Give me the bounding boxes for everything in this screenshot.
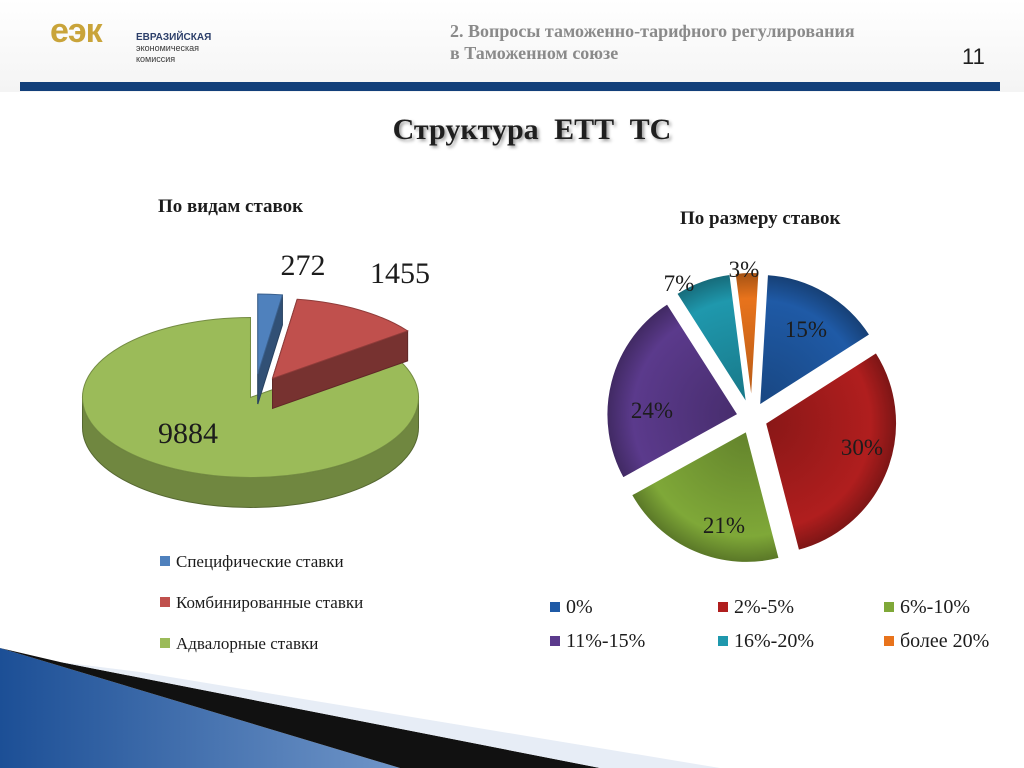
header-bar [20,82,1000,91]
right-legend-label-5: более 20% [900,630,990,652]
right-chart-title: По размеру ставок [680,208,841,229]
right-legend-label-3: 11%-15% [566,630,646,652]
logo-line-2: экономическая [136,43,200,53]
left-slice-top-1 [271,298,409,380]
right-legend-item-5: более 20% [884,630,989,652]
left-slice-label-2: 9884 [158,417,218,450]
right-slice-label-5: 3% [729,257,760,282]
slide-title: Структура ЕТТ ТС [392,113,672,146]
right-slice-2 [629,429,781,564]
right-legend-swatch-4 [718,636,728,646]
left-legend-item-0: Специфические ставки [160,552,363,593]
left-legend-label-2: Адвалорные ставки [176,634,319,653]
right-legend-label-2: 6%-10% [900,596,970,618]
logo-line-1: ЕВРАЗИЙСКАЯ [136,32,212,43]
right-slice-label-0: 15% [785,317,827,342]
left-slice-label-1: 1455 [370,257,430,290]
left-chart-legend: Специфические ставки Комбинированные став… [160,552,363,675]
left-slice-top-2 [82,316,419,478]
left-slice-1 [271,298,409,410]
right-slice-4 [674,272,749,406]
section-title: 2. Вопросы таможенно-тарифного регулиров… [450,20,970,64]
left-legend-swatch-2 [160,638,170,648]
right-legend-item-3: 11%-15% [550,630,645,652]
left-slice-0 [257,293,284,405]
logo-text: ЕВРАЗИЙСКАЯ экономическая комиссия [136,32,266,65]
right-slice-label-1: 30% [841,435,883,460]
right-legend-swatch-5 [884,636,894,646]
right-legend-item-1: 2%-5% [718,596,794,618]
swoosh-light [60,662,720,768]
right-legend-swatch-0 [550,602,560,612]
right-legend-label-0: 0% [566,596,593,618]
left-legend-swatch-1 [160,597,170,607]
left-slice-label-0: 272 [281,249,326,282]
right-slice-3 [605,301,740,480]
left-legend-item-2: Адвалорные ставки [160,634,363,675]
right-slice-0 [757,273,872,408]
right-legend-swatch-3 [550,636,560,646]
right-legend-item-2: 6%-10% [884,596,970,618]
right-slice-5 [733,271,761,405]
right-legend-swatch-1 [718,602,728,612]
logo-mark: еэк [50,12,103,50]
right-slice-1 [763,350,899,553]
right-slice-label-4: 7% [664,271,695,296]
section-title-line-2: в Таможенном союзе [450,43,619,63]
left-legend-item-1: Комбинированные ставки [160,593,363,634]
left-legend-label-0: Специфические ставки [176,552,344,571]
right-slice-label-3: 24% [631,398,673,423]
left-chart-title: По видам ставок [158,196,304,217]
right-legend-swatch-2 [884,602,894,612]
right-legend-label-4: 16%-20% [734,630,814,652]
page-number: 11 [962,44,985,69]
left-legend-label-1: Комбинированные ставки [176,593,364,612]
right-legend-item-0: 0% [550,596,593,618]
right-legend-label-1: 2%-5% [734,596,794,618]
logo-line-3: комиссия [136,54,176,64]
right-slice-label-2: 21% [703,513,745,538]
left-legend-swatch-0 [160,556,170,566]
left-slice-top-0 [257,293,284,375]
right-legend-item-4: 16%-20% [718,630,814,652]
slide-header: еэк ЕВРАЗИЙСКАЯ экономическая комиссия 2… [0,0,1024,92]
section-title-line-1: 2. Вопросы таможенно-тарифного регулиров… [450,21,855,41]
